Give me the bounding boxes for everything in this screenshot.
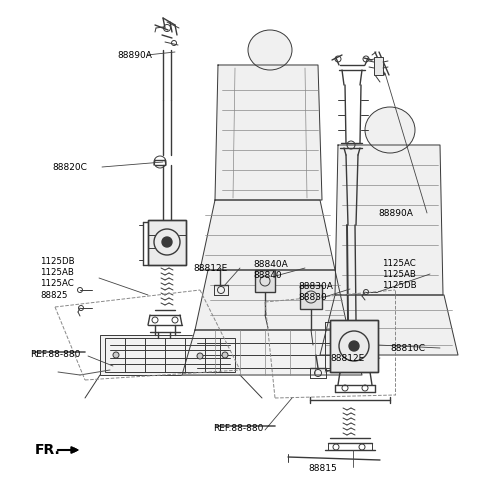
Text: 88815: 88815 xyxy=(309,464,337,473)
Bar xyxy=(255,270,275,292)
Circle shape xyxy=(222,352,228,358)
Polygon shape xyxy=(182,330,362,375)
Text: 88812E: 88812E xyxy=(193,263,227,272)
Bar xyxy=(148,220,186,265)
Bar xyxy=(300,285,322,309)
Text: 88840A: 88840A xyxy=(253,259,288,268)
Text: 88825: 88825 xyxy=(40,290,68,299)
Circle shape xyxy=(113,352,119,358)
Ellipse shape xyxy=(365,107,415,153)
Text: 1125DB: 1125DB xyxy=(382,280,417,289)
Text: 88830A: 88830A xyxy=(298,281,333,290)
Polygon shape xyxy=(215,65,322,200)
Text: 88820C: 88820C xyxy=(52,162,87,171)
Text: 88812E: 88812E xyxy=(330,354,364,363)
Bar xyxy=(148,220,186,265)
Polygon shape xyxy=(195,270,348,330)
Text: 88890A: 88890A xyxy=(117,50,152,59)
Text: FR.: FR. xyxy=(35,443,61,457)
Text: 88890A: 88890A xyxy=(378,209,413,218)
Ellipse shape xyxy=(248,30,292,70)
Circle shape xyxy=(349,353,355,359)
Circle shape xyxy=(197,353,203,359)
Polygon shape xyxy=(100,335,240,375)
Polygon shape xyxy=(335,145,443,295)
Text: 1125AB: 1125AB xyxy=(40,267,74,276)
Text: 88840: 88840 xyxy=(253,270,282,279)
Text: 1125DB: 1125DB xyxy=(40,256,74,265)
Bar xyxy=(374,57,383,75)
Text: 1125AB: 1125AB xyxy=(382,269,416,278)
Text: REF.88-880: REF.88-880 xyxy=(30,350,80,359)
Circle shape xyxy=(162,237,172,247)
Text: 88830: 88830 xyxy=(298,292,327,301)
Bar xyxy=(330,320,378,372)
Text: 88810C: 88810C xyxy=(390,344,425,353)
Bar xyxy=(330,320,378,372)
Polygon shape xyxy=(320,295,458,355)
Circle shape xyxy=(349,341,359,351)
Text: 1125AC: 1125AC xyxy=(382,258,416,267)
Polygon shape xyxy=(200,200,335,270)
Text: REF.88-880: REF.88-880 xyxy=(213,423,264,432)
Text: 1125AC: 1125AC xyxy=(40,278,74,287)
